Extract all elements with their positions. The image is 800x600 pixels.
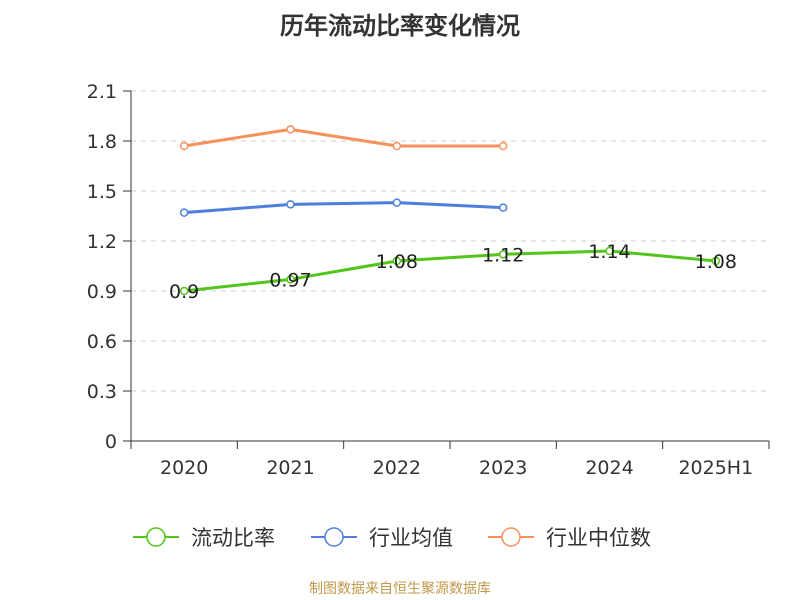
legend-marker-icon bbox=[146, 527, 166, 547]
data-point bbox=[286, 275, 295, 284]
y-tick-label: 1.8 bbox=[87, 131, 117, 153]
x-tick-label: 2025H1 bbox=[678, 457, 753, 479]
legend-label: 流动比率 bbox=[191, 526, 275, 550]
data-point bbox=[179, 141, 189, 151]
y-tick-label: 0 bbox=[105, 431, 117, 453]
data-point bbox=[498, 141, 508, 151]
y-tick-label: 0.3 bbox=[87, 381, 117, 403]
x-tick-label: 2023 bbox=[479, 457, 527, 479]
data-label: 1.14 bbox=[588, 241, 630, 263]
y-tick-label: 0.6 bbox=[87, 331, 117, 353]
legend-marker-icon bbox=[501, 527, 521, 547]
y-tick-label: 1.5 bbox=[87, 181, 117, 203]
legend-label: 行业中位数 bbox=[546, 526, 651, 550]
y-tick-label: 0.9 bbox=[87, 281, 117, 303]
data-label: 1.12 bbox=[482, 244, 524, 266]
y-tick-label: 1.2 bbox=[87, 231, 117, 253]
x-tick-label: 2020 bbox=[160, 457, 208, 479]
data-point bbox=[498, 250, 508, 259]
data-point bbox=[179, 286, 189, 296]
legend-label: 行业均值 bbox=[369, 526, 453, 550]
data-point bbox=[392, 198, 402, 207]
data-point bbox=[392, 141, 402, 151]
data-point bbox=[392, 256, 402, 266]
series-line-1 bbox=[184, 201, 504, 215]
data-point bbox=[179, 208, 189, 217]
legend-marker-icon bbox=[324, 527, 344, 547]
data-point bbox=[498, 203, 508, 212]
series-line-2 bbox=[183, 127, 504, 148]
data-label: 1.08 bbox=[695, 251, 737, 273]
data-label: 0.9 bbox=[169, 281, 199, 303]
data-point bbox=[711, 256, 721, 266]
data-source-note: 制图数据来自恒生聚源数据库 bbox=[309, 581, 491, 597]
data-point bbox=[286, 200, 295, 209]
x-tick-label: 2022 bbox=[373, 457, 421, 479]
x-tick-label: 2024 bbox=[585, 457, 633, 479]
data-label: 0.97 bbox=[269, 269, 311, 291]
data-point bbox=[286, 125, 295, 134]
y-tick-label: 2.1 bbox=[87, 81, 117, 103]
chart-title: 历年流动比率变化情况 bbox=[280, 12, 520, 40]
data-point bbox=[605, 246, 614, 256]
series-line-0 bbox=[184, 249, 716, 293]
data-label: 1.08 bbox=[376, 251, 418, 273]
x-tick-label: 2021 bbox=[266, 457, 314, 479]
